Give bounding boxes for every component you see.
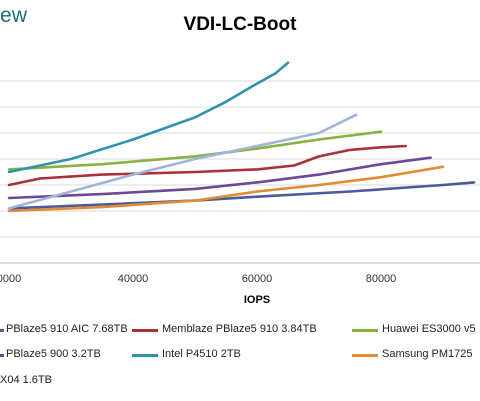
x-tick-label: 0000 <box>0 273 21 285</box>
logo-fragment: ew <box>0 4 28 27</box>
chart-title: VDI-LC-Boot <box>183 14 297 35</box>
x-tick-label: 80000 <box>366 273 397 285</box>
series-line <box>7 113 358 210</box>
series-line <box>7 144 408 187</box>
series-line <box>7 61 290 174</box>
x-tick-label: 40000 <box>118 273 149 285</box>
series-line <box>7 156 432 200</box>
x-axis-title: IOPS <box>244 294 270 306</box>
series-line <box>7 130 383 171</box>
series-line <box>7 165 445 213</box>
series-line <box>7 181 476 210</box>
x-tick-label: 60000 <box>242 273 273 285</box>
